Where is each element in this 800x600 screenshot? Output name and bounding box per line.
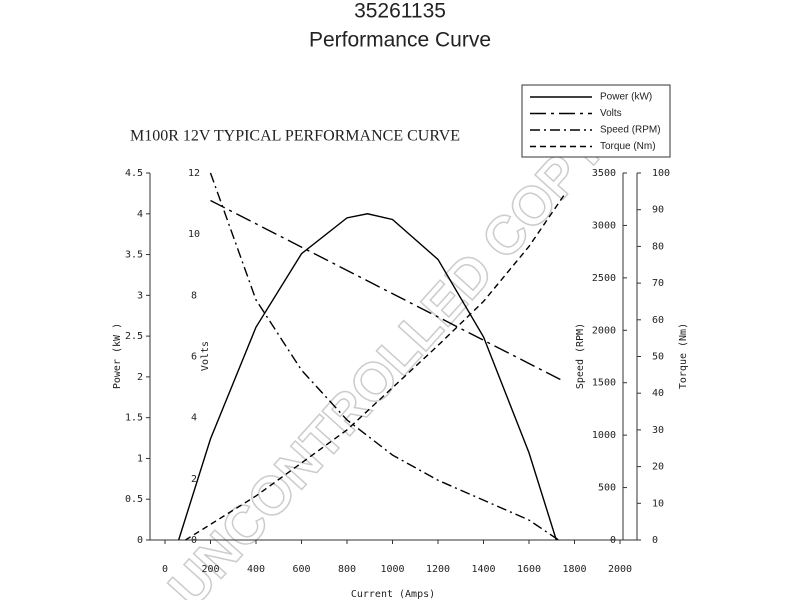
x-tick-label: 0: [162, 564, 168, 575]
y-tick-label: 10: [188, 229, 200, 240]
y-tick-label: 2.5: [125, 331, 143, 342]
legend-label: Power (kW): [600, 92, 652, 103]
y-tick-label: 0: [191, 535, 197, 546]
watermark: UNCONTROLLED COPY: [157, 117, 617, 600]
legend-label: Volts: [600, 108, 622, 119]
y-tick-label: 90: [652, 205, 664, 216]
x-tick-label: 1400: [471, 564, 495, 575]
y-tick-label: 500: [598, 483, 616, 494]
y-tick-label: 0.5: [125, 494, 143, 505]
y-tick-label: 30: [652, 425, 664, 436]
x-tick-label: 2000: [608, 564, 632, 575]
x-tick-label: 1600: [517, 564, 541, 575]
y-tick-label: 50: [652, 352, 664, 363]
y-tick-label: 80: [652, 241, 664, 252]
x-tick-label: 800: [338, 564, 356, 575]
y-tick-label: 2500: [592, 273, 616, 284]
y-tick-label: 0: [610, 535, 616, 546]
y-tick-label: 70: [652, 278, 664, 289]
y-tick-label: 3500: [592, 168, 616, 179]
chart-title: 35261135: [354, 0, 446, 23]
y-tick-label: 2000: [592, 325, 616, 336]
x-tick-label: 1800: [562, 564, 586, 575]
y-tick-label: 12: [188, 168, 200, 179]
y-tick-label: 2: [191, 474, 197, 485]
y-tick-label: 4: [191, 413, 197, 424]
plot-title: M100R 12V TYPICAL PERFORMANCE CURVE: [130, 128, 460, 145]
x-tick-label: 600: [292, 564, 310, 575]
y-tick-label: 20: [652, 462, 664, 473]
x-tick-label: 1000: [380, 564, 404, 575]
y-axis-title: Torque (Nm): [678, 323, 689, 389]
series-line: [177, 213, 557, 541]
y-tick-label: 3.5: [125, 250, 143, 261]
legend-label: Speed (RPM): [600, 125, 661, 136]
y-tick-label: 0: [652, 535, 658, 546]
x-axis-title: Current (Amps): [351, 589, 435, 600]
y-axis-title: Volts: [200, 341, 211, 371]
y-tick-label: 1.5: [125, 413, 143, 424]
x-tick-label: 200: [201, 564, 219, 575]
y-tick-label: 3000: [592, 220, 616, 231]
y-tick-label: 0: [137, 535, 143, 546]
y-tick-label: 1000: [592, 430, 616, 441]
y-tick-label: 6: [191, 352, 197, 363]
x-tick-label: 400: [247, 564, 265, 575]
y-tick-label: 8: [191, 290, 197, 301]
series-line: [210, 199, 564, 382]
y-axis-title: Power (kW ): [112, 323, 123, 389]
y-tick-label: 60: [652, 315, 664, 326]
y-tick-label: 1500: [592, 378, 616, 389]
y-tick-label: 4.5: [125, 168, 143, 179]
y-tick-label: 100: [652, 168, 670, 179]
series-line: [209, 172, 559, 541]
legend-label: Torque (Nm): [600, 141, 656, 152]
y-tick-label: 3: [137, 290, 143, 301]
y-tick-label: 2: [137, 372, 143, 383]
x-tick-label: 1200: [426, 564, 450, 575]
y-tick-label: 1: [137, 453, 143, 464]
y-tick-label: 4: [137, 209, 143, 220]
y-axis-title: Speed (RPM): [575, 323, 586, 389]
chart-subtitle: Performance Curve: [309, 29, 491, 52]
y-tick-label: 10: [652, 498, 664, 509]
series-line: [185, 192, 566, 541]
y-tick-label: 40: [652, 388, 664, 399]
